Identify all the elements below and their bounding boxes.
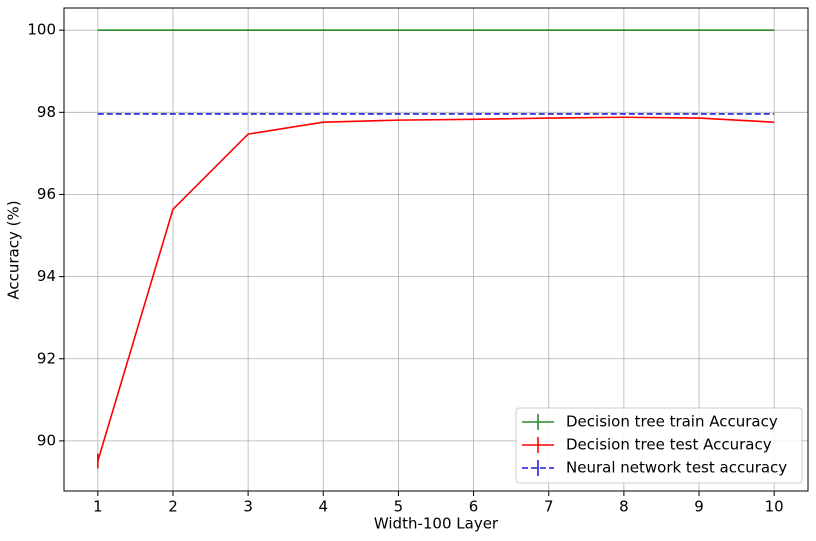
line [97, 116, 775, 462]
x-tick-label: 10 [765, 498, 784, 516]
legend-box [515, 407, 803, 484]
y-tick-label: 94 [37, 267, 56, 285]
legend-label: Neural network test accuracy [566, 459, 787, 477]
x-tick-label: 3 [243, 498, 253, 516]
y-tick-label: 92 [37, 349, 56, 367]
x-tick-label: 1 [93, 498, 103, 516]
x-tick-label: 2 [168, 498, 178, 516]
x-tick-label: 4 [318, 498, 328, 516]
x-axis-label: Width-100 Layer [374, 515, 499, 533]
x-tick-label: 7 [544, 498, 554, 516]
x-tick-label: 9 [694, 498, 704, 516]
x-tick-label: 5 [394, 498, 404, 516]
y-tick-label: 100 [27, 21, 56, 39]
y-axis-label: Accuracy (%) [5, 200, 23, 299]
legend-label: Decision tree train Accuracy [566, 413, 778, 431]
x-tick-label: 6 [469, 498, 479, 516]
plot-frame [63, 7, 809, 492]
x-tick-label: 8 [619, 498, 629, 516]
y-tick-label: 90 [37, 431, 56, 449]
y-tick-label: 98 [37, 103, 56, 121]
legend: Decision tree train Accuracy Decision tre… [515, 407, 803, 484]
y-tick-label: 96 [37, 185, 56, 203]
legend-label: Decision tree test Accuracy [566, 436, 772, 454]
